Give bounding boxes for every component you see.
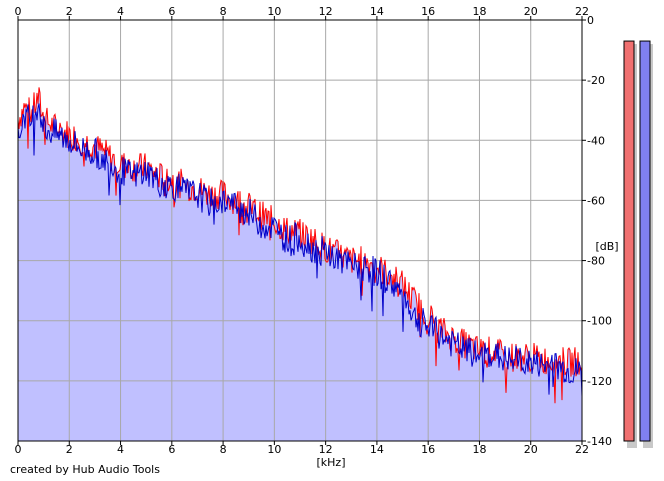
y-tick-label: -40 bbox=[587, 134, 605, 147]
x-tick-label-top: 2 bbox=[66, 5, 73, 18]
level-meters bbox=[623, 40, 653, 449]
x-tick-label-top: 22 bbox=[575, 5, 589, 18]
x-axis-label: [kHz] bbox=[317, 456, 346, 469]
x-tick-label-top: 0 bbox=[15, 5, 22, 18]
x-tick-label-top: 18 bbox=[472, 5, 486, 18]
x-tick-label-bottom: 14 bbox=[370, 443, 384, 456]
y-axis-label: [dB] bbox=[595, 240, 618, 253]
y-tick-label: -120 bbox=[587, 375, 612, 388]
x-tick-label-bottom: 8 bbox=[220, 443, 227, 456]
x-tick-label-top: 20 bbox=[524, 5, 538, 18]
x-tick-label-bottom: 0 bbox=[15, 443, 22, 456]
y-tick-label: -60 bbox=[587, 194, 605, 207]
x-tick-label-bottom: 4 bbox=[117, 443, 124, 456]
x-tick-label-bottom: 10 bbox=[267, 443, 281, 456]
x-tick-label-top: 6 bbox=[168, 5, 175, 18]
x-tick-label-top: 4 bbox=[117, 5, 124, 18]
level-meter-right bbox=[639, 40, 651, 442]
credit-text: created by Hub Audio Tools bbox=[10, 463, 160, 476]
y-tick-label: -140 bbox=[587, 435, 612, 448]
x-tick-label-bottom: 6 bbox=[168, 443, 175, 456]
y-tick-label: -20 bbox=[587, 74, 605, 87]
x-tick-label-bottom: 12 bbox=[319, 443, 333, 456]
x-tick-label-bottom: 2 bbox=[66, 443, 73, 456]
chart-tick-labels: 002244668810101212141416161818202022220-… bbox=[15, 5, 612, 456]
spectrum-series bbox=[17, 87, 583, 404]
level-meter-left bbox=[623, 40, 635, 442]
x-tick-label-top: 14 bbox=[370, 5, 384, 18]
x-tick-label-bottom: 16 bbox=[421, 443, 435, 456]
x-tick-label-bottom: 22 bbox=[575, 443, 589, 456]
x-tick-label-top: 8 bbox=[220, 5, 227, 18]
x-tick-label-top: 16 bbox=[421, 5, 435, 18]
x-tick-label-bottom: 20 bbox=[524, 443, 538, 456]
x-tick-label-top: 10 bbox=[267, 5, 281, 18]
y-tick-label: -80 bbox=[587, 255, 605, 268]
series-line-blue bbox=[17, 103, 583, 397]
y-tick-label: 0 bbox=[587, 14, 594, 27]
y-tick-label: -100 bbox=[587, 315, 612, 328]
chart-axes bbox=[17, 16, 586, 445]
x-tick-label-top: 12 bbox=[319, 5, 333, 18]
series-line-red bbox=[17, 87, 583, 404]
x-tick-label-bottom: 18 bbox=[472, 443, 486, 456]
spectrum-fill bbox=[18, 87, 582, 442]
spectrum-fill-area bbox=[18, 87, 582, 442]
